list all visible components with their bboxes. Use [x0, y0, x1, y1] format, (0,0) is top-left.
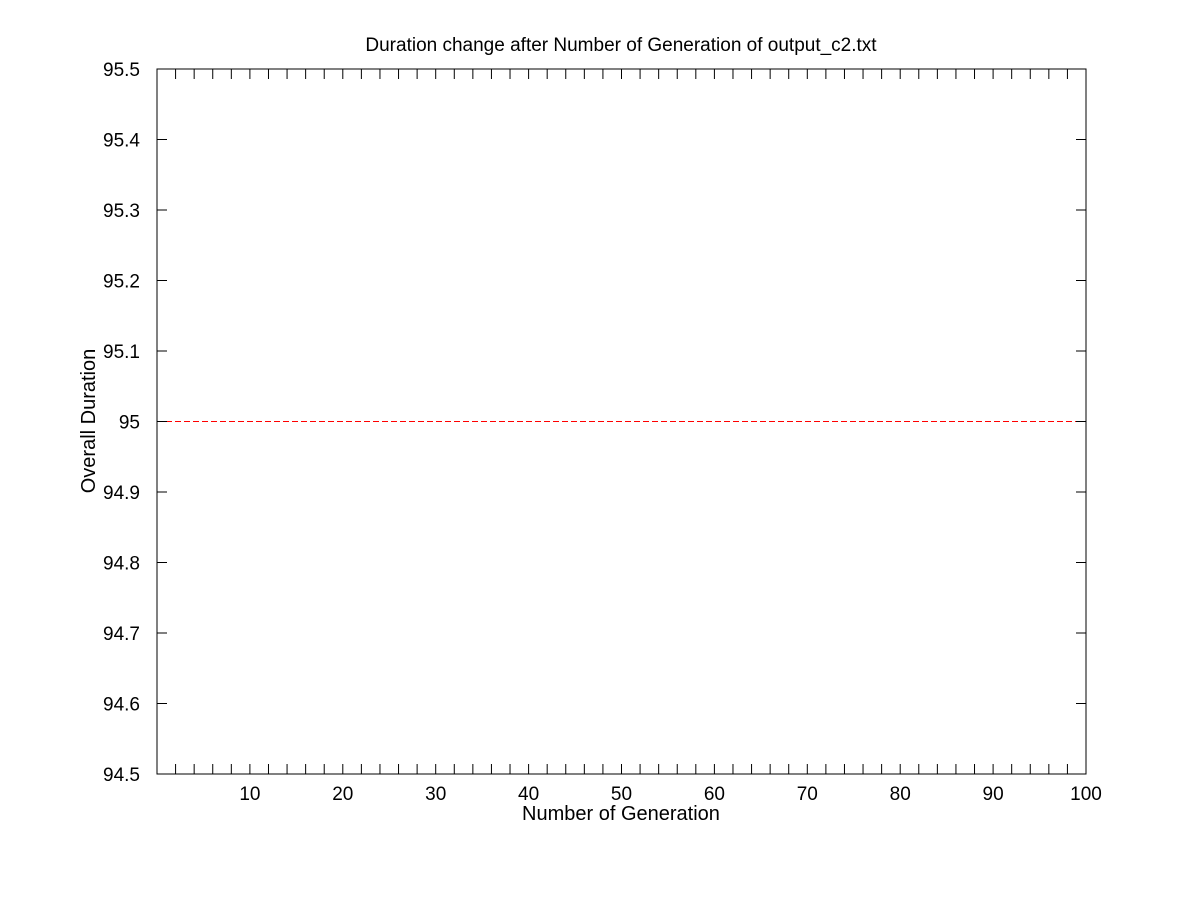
x-tick-label: 100 — [1070, 784, 1102, 805]
y-tick-labels: 94.5 94.6 94.7 94.8 94.9 95 95.1 95.2 95.3 95.4 95… — [103, 60, 140, 786]
x-tick-label: 10 — [239, 784, 260, 805]
major-tick-layer — [157, 68, 1087, 775]
y-tick-label: 94.7 — [103, 624, 140, 645]
x-tick-label: 40 — [518, 784, 539, 805]
x-tick-label: 60 — [704, 784, 725, 805]
plot-frame — [156, 68, 1087, 775]
x-tick-labels: 10 20 30 40 50 60 70 80 90 100 — [239, 784, 1102, 805]
x-tick-label: 20 — [332, 784, 353, 805]
y-tick-label: 95.2 — [103, 272, 140, 293]
y-tick-label: 95.4 — [103, 131, 140, 152]
y-tick-label: 95.1 — [103, 342, 140, 363]
y-tick-label: 95.3 — [103, 201, 140, 222]
minor-tick-layer — [175, 69, 1068, 774]
y-tick-label: 95 — [119, 413, 140, 434]
y-tick-label: 94.5 — [103, 765, 140, 786]
y-tick-label: 94.8 — [103, 554, 140, 575]
y-tick-label: 94.9 — [103, 483, 140, 504]
x-tick-label: 70 — [797, 784, 818, 805]
x-axis-label: Number of Generation — [522, 803, 720, 825]
x-tick-label: 50 — [611, 784, 632, 805]
x-tick-label: 90 — [983, 784, 1004, 805]
y-tick-label: 95.5 — [103, 60, 140, 81]
chart-title: Duration change after Number of Generati… — [365, 35, 877, 56]
y-tick-label: 94.6 — [103, 695, 140, 716]
x-tick-label: 30 — [425, 784, 446, 805]
y-axis-label: Overall Duration — [78, 349, 100, 494]
x-tick-label: 80 — [890, 784, 911, 805]
